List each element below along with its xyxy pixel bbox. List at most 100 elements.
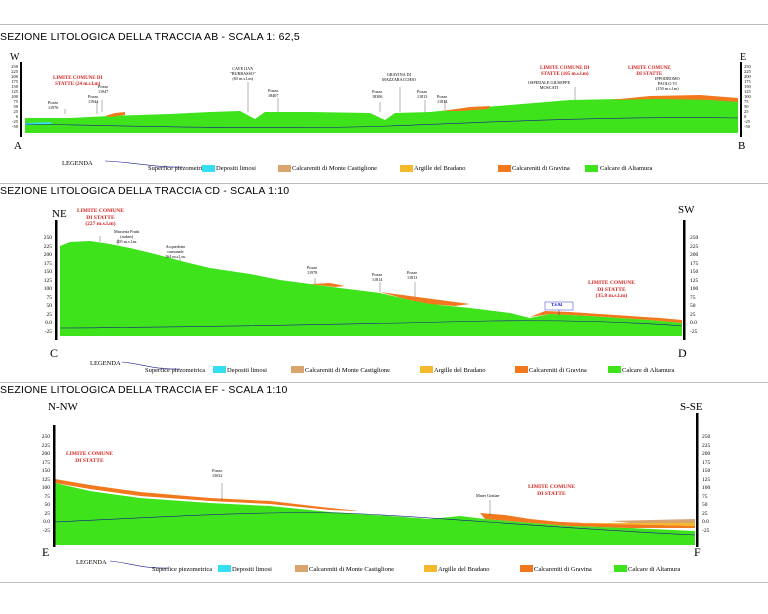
label-cave-ilva: CAVE ILVA "BURRASSO" (65 m.s.l.m) [230, 66, 256, 81]
section-ab-title: SEZIONE LITOLOGICA DELLA TRACCIA AB - SC… [0, 31, 300, 43]
point-c: C [50, 346, 59, 360]
section-ef-profile [53, 413, 699, 547]
swatch-bradano [420, 366, 433, 373]
divider [0, 382, 768, 383]
direction-east: E [740, 52, 747, 63]
legend-bradano: Argille del Bradano [414, 165, 466, 172]
gravina-layer-2 [442, 106, 490, 111]
y-axis-ticks-right: 250 225 200 175 150 125 100 75 50 25 0.0 -25 [702, 434, 711, 534]
legend-gravina: Calcareniti di Gravina [534, 566, 592, 573]
legend-gravina: Calcareniti di Gravina [512, 165, 570, 172]
y-axis-ticks-left: 250 225 200 175 150 125 100 75 50 25 0.0 -25 [43, 235, 52, 335]
divider [0, 24, 768, 25]
y-axis-ticks-right: 250 225 200 175 150 125 100 75 50 25 0.0 -25 [690, 235, 699, 335]
legend-bradano: Argille del Bradano [434, 367, 486, 374]
swatch-monte-castiglione [295, 565, 308, 572]
swatch-monte-castiglione [278, 165, 291, 172]
gravina-layer-2 [480, 513, 695, 528]
swatch-altamura [585, 165, 598, 172]
label-pozzo-11813: Pozzo 11813 [417, 89, 428, 99]
legend-piezometric: Superfice piezometrica [145, 367, 206, 374]
legend-gravina: Calcareniti di Gravina [529, 367, 587, 374]
legend-ab: LEGENDA Superfice piezometrica Depositi … [10, 156, 750, 172]
y-axis-ticks-left: 250 225 200 175 150 125 100 75 50 25 0.0 -25 [41, 434, 50, 534]
gravina-layer-1 [310, 283, 345, 287]
point-f: F [694, 545, 701, 559]
label-limite-comune-2: LIMITE COMUNE DI STATTE (105 m.s.l.m) [540, 66, 590, 77]
legend-piezometric: Superfice piezometrica [148, 165, 209, 172]
swatch-gravina [498, 165, 511, 172]
divider [0, 183, 768, 184]
direction-west: W [10, 52, 20, 63]
legend-altamura: Calcare di Altamura [628, 566, 681, 573]
section-cd-profile [55, 220, 686, 340]
swatch-altamura [608, 366, 621, 373]
legend-title: LEGENDA [62, 160, 93, 167]
section-cd-panel: NE SW C D LIMITE COMUNE DI STATTE (227 m… [10, 196, 750, 381]
section-ef-title: SEZIONE LITOLOGICA DELLA TRACCIA EF - SC… [0, 384, 288, 396]
label-pozzo-11814: Pozzo 11814 [437, 94, 448, 104]
label-limite-comune-1: LIMITE COMUNE DI STATTE [66, 451, 113, 464]
label-pozzo-11976: Pozzo 11976 [48, 100, 59, 110]
swatch-limosi [202, 165, 215, 172]
limestone-layer [60, 241, 682, 336]
legend-piezometric: Superfice piezometrica [152, 566, 213, 573]
direction-south-west: SW [678, 204, 695, 216]
gravina-layer-1 [55, 479, 360, 511]
legend-monte-castiglione: Calcareniti di Monte Castiglione [305, 367, 391, 374]
legend-monte-castiglione: Calcareniti di Monte Castiglione [309, 566, 395, 573]
label-acquedotto: Acquedotto comunale 164 m.s.l.m. [165, 244, 186, 259]
point-a: A [14, 140, 22, 152]
direction-north-east: NE [52, 208, 67, 220]
y-axis-ticks-left: 250 225 200 175 150 125 100 75 50 25 0 -25 -50 [11, 64, 18, 129]
point-b: B [738, 140, 746, 152]
label-pozzo-11978: Pozzo 11978 [307, 265, 318, 275]
label-pozzo-11947: Pozzo 11947 [98, 84, 109, 94]
y-axis-ticks-right: 250 225 200 175 150 125 100 75 50 25 0 -25 -50 [744, 64, 751, 129]
swatch-bradano [400, 165, 413, 172]
gravina-layer-2 [380, 292, 470, 306]
section-cd-title: SEZIONE LITOLOGICA DELLA TRACCIA CD - SC… [0, 185, 290, 197]
legend-title: LEGENDA [76, 559, 107, 566]
section-ab-profile [20, 62, 742, 152]
point-e: E [42, 545, 50, 559]
swatch-monte-castiglione [291, 366, 304, 373]
piezometric-line [54, 512, 696, 536]
direction-south-south-east: S-SE [680, 401, 703, 413]
label-pozzo-18306: Pozzo 18306 [372, 89, 383, 99]
point-d: D [678, 346, 687, 360]
label-pozzo-18407: Pozzo 18407 [268, 88, 279, 98]
gravina-layer-3 [610, 95, 738, 102]
gravina-layer-1 [105, 112, 125, 117]
label-mater-gratiae: Mater Gratiae [476, 493, 500, 498]
bradano-layer [570, 523, 695, 526]
label-limite-comune-2: LIMITE COMUNE DI STATTE [528, 484, 575, 497]
swatch-gravina [515, 366, 528, 373]
label-ts-94: T.S.94 [551, 302, 563, 307]
label-pozzo-15632: Pozzo 15632 [212, 468, 223, 478]
legend-cd: LEGENDA Superfice piezometrica Depositi … [10, 358, 750, 374]
limestone-layer [55, 483, 695, 545]
swatch-gravina [520, 565, 533, 572]
piezometric-line [59, 320, 683, 329]
legend-limosi: Depositi limosi [227, 367, 267, 374]
limestone-layer [25, 98, 738, 152]
label-masseria-frutti: Masseria Frutti (radars) 205 m.s.l.m. [114, 229, 140, 244]
legend-ef: LEGENDA Superfice piezometrica Depositi … [10, 557, 750, 573]
label-pozzo-11813: Pozzo 11813 [407, 270, 418, 280]
label-pozzo-11944: Pozzo 11944 [88, 94, 99, 104]
legend-altamura: Calcare di Altamura [622, 367, 675, 374]
label-limite-comune-1: LIMITE COMUNE DI STATTE (24 m.s.l.m) [53, 76, 103, 87]
legend-altamura: Calcare di Altamura [600, 165, 653, 172]
legend-limosi: Depositi limosi [232, 566, 272, 573]
legend-limosi: Depositi limosi [216, 165, 256, 172]
divider [0, 582, 768, 583]
label-ippodromo: IPPODROMO PAOLO VI (150 m.s.l.m) [655, 76, 680, 91]
legend-monte-castiglione: Calcareniti di Monte Castiglione [292, 165, 378, 172]
legend-title: LEGENDA [90, 360, 121, 367]
label-limite-comune-3: LIMITE COMUNE DI STATTE [628, 66, 671, 77]
section-ef-panel: N-NW S-SE E F LIMITE COMUNE DI STATTE Po… [10, 395, 750, 580]
direction-north-north-west: N-NW [48, 401, 78, 413]
swatch-limosi [213, 366, 226, 373]
piezometric-line [24, 117, 739, 129]
